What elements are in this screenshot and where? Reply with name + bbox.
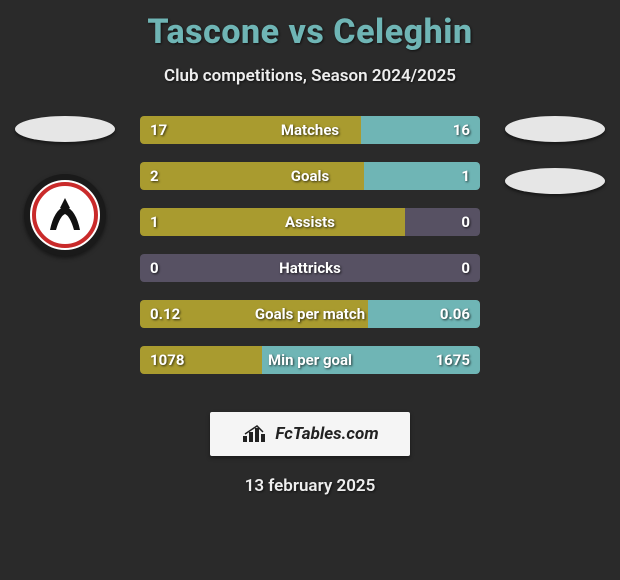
stat-row: 0 0 Hattricks: [140, 254, 480, 282]
stat-value-left: 17: [150, 121, 167, 139]
right-player-badges: [500, 116, 610, 194]
brand-text: FcTables.com: [275, 424, 378, 444]
stat-value-right: 0: [461, 213, 470, 231]
stat-row: 1 0 Assists: [140, 208, 480, 236]
stat-value-left: 1: [150, 213, 159, 231]
stat-label: Hattricks: [279, 259, 341, 277]
stat-value-left: 1078: [150, 351, 184, 369]
date-text: 13 february 2025: [0, 476, 620, 496]
player-avatar-placeholder: [505, 116, 605, 142]
club-badge-left: [24, 174, 106, 256]
stat-value-right: 0.06: [440, 305, 470, 323]
stat-bars-container: 17 16 Matches 2 1 Goals 1 0 Assists 0 0 Hattricks 0.…: [140, 116, 480, 374]
stat-label: Assists: [285, 213, 335, 231]
player-avatar-placeholder: [15, 116, 115, 142]
stat-value-left: 0.12: [150, 305, 180, 323]
stat-value-right: 1675: [436, 351, 470, 369]
subtitle: Club competitions, Season 2024/2025: [0, 66, 620, 86]
stat-label: Goals per match: [255, 305, 365, 323]
stat-value-right: 0: [461, 259, 470, 277]
club-crest-icon: [30, 180, 100, 250]
stat-row: 17 16 Matches: [140, 116, 480, 144]
comparison-chart: 17 16 Matches 2 1 Goals 1 0 Assists 0 0 Hattricks 0.…: [0, 116, 620, 412]
stat-value-right: 16: [453, 121, 470, 139]
stat-bar-left: [140, 162, 364, 190]
club-badge-placeholder: [505, 168, 605, 194]
stat-value-right: 1: [461, 167, 470, 185]
brand-badge: FcTables.com: [210, 412, 410, 456]
brand-chart-icon: [241, 424, 269, 444]
stat-value-left: 2: [150, 167, 159, 185]
stat-label: Matches: [281, 121, 339, 139]
stat-label: Min per goal: [268, 351, 352, 369]
left-player-badges: [10, 116, 120, 256]
stat-row: 2 1 Goals: [140, 162, 480, 190]
stat-label: Goals: [291, 167, 329, 185]
stat-bar-left: [140, 208, 405, 236]
page-title: Tascone vs Celeghin: [0, 0, 620, 52]
stat-row: 0.12 0.06 Goals per match: [140, 300, 480, 328]
stat-value-left: 0: [150, 259, 159, 277]
stat-row: 1078 1675 Min per goal: [140, 346, 480, 374]
